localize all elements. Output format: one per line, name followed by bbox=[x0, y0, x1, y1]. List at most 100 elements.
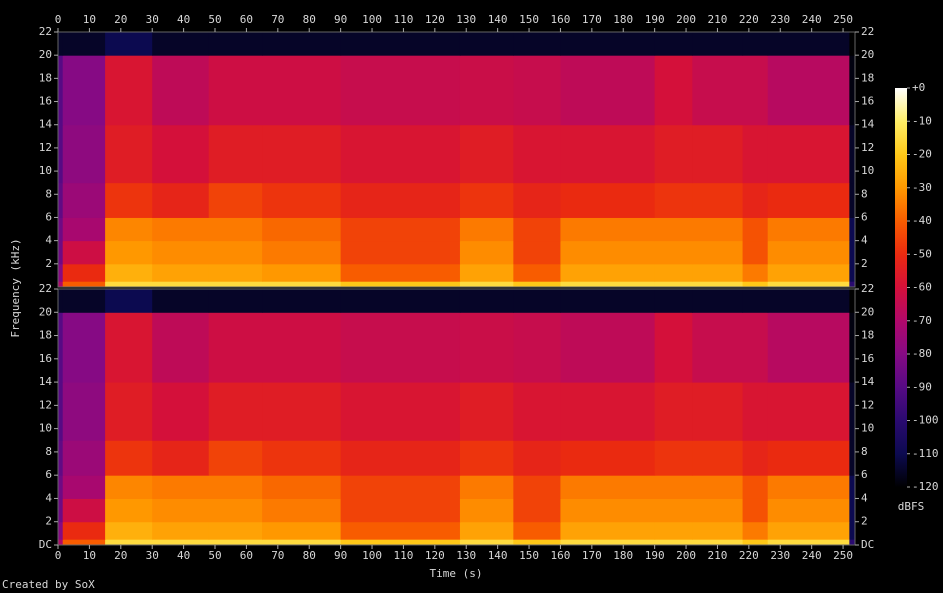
heat-cell bbox=[767, 382, 850, 441]
heat-cell bbox=[692, 498, 744, 523]
heat-cell bbox=[459, 32, 514, 56]
x-tick-label: 210 bbox=[708, 13, 728, 26]
heat-cell bbox=[692, 539, 744, 546]
heat-cell bbox=[208, 498, 263, 523]
y-tick-label: 16 bbox=[39, 352, 52, 365]
heat-cell bbox=[654, 263, 693, 282]
y-tick-label: 6 bbox=[45, 468, 52, 481]
heat-cell bbox=[459, 217, 514, 242]
x-tick-label: 240 bbox=[802, 549, 822, 562]
heat-cell bbox=[742, 440, 769, 476]
heat-cell bbox=[742, 182, 769, 218]
heat-cell bbox=[560, 440, 656, 476]
heat-cell bbox=[58, 498, 64, 523]
heat-cell bbox=[849, 55, 856, 126]
heat-cell bbox=[62, 32, 106, 56]
colorbar-segment bbox=[895, 187, 907, 222]
heat-cell bbox=[62, 475, 106, 499]
heat-cell bbox=[105, 124, 153, 184]
heat-cell bbox=[58, 32, 64, 56]
heat-cell bbox=[208, 440, 263, 476]
heat-cell bbox=[208, 217, 263, 242]
heat-cell bbox=[849, 217, 856, 242]
heat-cell bbox=[767, 182, 850, 218]
heat-cell bbox=[654, 539, 693, 546]
x-tick-label: 60 bbox=[240, 13, 253, 26]
heat-cell bbox=[742, 240, 769, 265]
heat-cell bbox=[654, 55, 693, 126]
heat-cell bbox=[849, 281, 856, 288]
y-tick-label: 6 bbox=[861, 210, 868, 223]
heat-cell bbox=[340, 498, 461, 523]
heat-cell bbox=[58, 240, 64, 265]
colorbar-label: dBFS bbox=[898, 500, 925, 513]
heat-cell bbox=[560, 217, 656, 242]
y-tick-label: 12 bbox=[39, 141, 52, 154]
heat-cell bbox=[152, 55, 210, 126]
x-tick-label: 80 bbox=[303, 13, 316, 26]
colorbar-tick-label: -50 bbox=[912, 247, 932, 260]
heat-cell bbox=[262, 498, 342, 523]
heat-cell bbox=[654, 521, 693, 540]
colorbar-tick-label: -40 bbox=[912, 214, 932, 227]
heat-cell bbox=[654, 281, 693, 288]
x-tick-label: 230 bbox=[770, 13, 790, 26]
x-tick-label: 210 bbox=[708, 549, 728, 562]
heat-cell bbox=[513, 382, 561, 441]
heat-cell bbox=[262, 240, 342, 265]
x-tick-label: 190 bbox=[645, 549, 665, 562]
x-tick-label: 40 bbox=[177, 549, 190, 562]
heat-cell bbox=[692, 240, 744, 265]
heat-cell bbox=[767, 312, 850, 383]
heat-cell bbox=[692, 55, 744, 126]
heat-cell bbox=[340, 182, 461, 218]
x-tick-label: 10 bbox=[83, 549, 96, 562]
y-tick-label: 20 bbox=[39, 305, 52, 318]
footer: Created by SoX bbox=[2, 578, 95, 591]
heat-cell bbox=[62, 217, 106, 242]
heat-cell bbox=[152, 240, 210, 265]
x-tick-label: 0 bbox=[55, 549, 62, 562]
heat-cell bbox=[654, 240, 693, 265]
heat-cell bbox=[62, 312, 106, 383]
heat-cell bbox=[654, 217, 693, 242]
heat-cell bbox=[560, 382, 656, 441]
y-tick-label: 22 bbox=[861, 282, 874, 295]
y-tick-label: 10 bbox=[39, 164, 52, 177]
colorbar-tick-label: -80 bbox=[912, 347, 932, 360]
heat-cell bbox=[560, 55, 656, 126]
heat-cell bbox=[340, 289, 461, 313]
heat-cell bbox=[62, 289, 106, 313]
x-tick-label: 180 bbox=[613, 13, 633, 26]
colorbar-tick-label: -70 bbox=[912, 314, 932, 327]
heat-cell bbox=[340, 55, 461, 126]
x-tick-label: 60 bbox=[240, 549, 253, 562]
x-tick-label: 120 bbox=[425, 13, 445, 26]
colorbar-tick-label: -30 bbox=[912, 181, 932, 194]
heat-cell bbox=[152, 312, 210, 383]
heat-cell bbox=[208, 182, 263, 218]
heat-cell bbox=[152, 289, 210, 313]
x-tick-label: 80 bbox=[303, 549, 316, 562]
heat-cell bbox=[560, 240, 656, 265]
heat-cell bbox=[513, 521, 561, 540]
heat-cell bbox=[58, 539, 64, 546]
heat-cell bbox=[742, 217, 769, 242]
heat-cell bbox=[692, 217, 744, 242]
heat-cell bbox=[560, 289, 656, 313]
heat-cell bbox=[152, 124, 210, 184]
heat-cell bbox=[340, 124, 461, 184]
heat-cell bbox=[262, 289, 342, 313]
heat-cell bbox=[692, 521, 744, 540]
heat-cell bbox=[654, 182, 693, 218]
heat-cell bbox=[105, 182, 153, 218]
heat-cell bbox=[742, 475, 769, 499]
heat-cell bbox=[767, 32, 850, 56]
heat-cell bbox=[105, 55, 153, 126]
x-tick-label: 90 bbox=[334, 13, 347, 26]
heat-cell bbox=[742, 32, 769, 56]
heat-cell bbox=[58, 475, 64, 499]
heat-cell bbox=[654, 289, 693, 313]
heat-cell bbox=[459, 263, 514, 282]
